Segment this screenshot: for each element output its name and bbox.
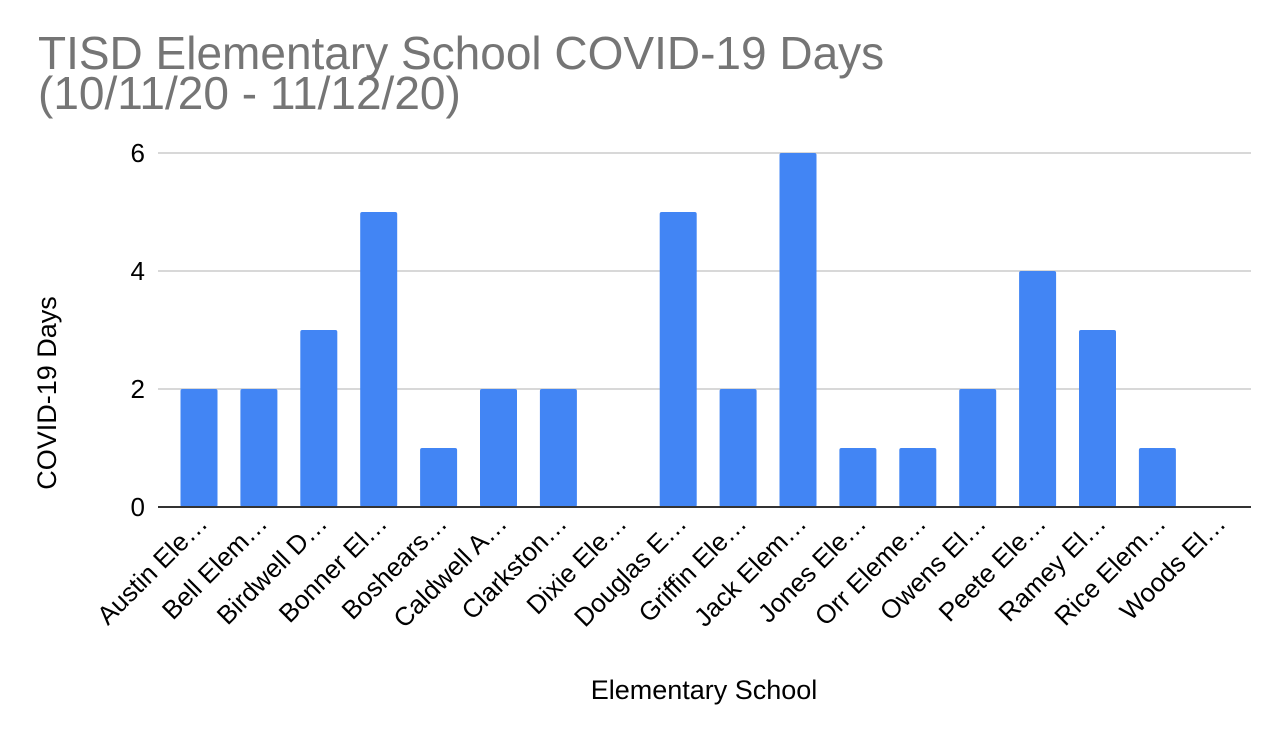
- bar-9: [719, 389, 757, 507]
- bar-12: [899, 448, 937, 507]
- bar-14: [1019, 271, 1057, 507]
- y-tick-label: 0: [131, 492, 145, 522]
- bar-2: [300, 330, 338, 507]
- bar-8: [659, 212, 697, 507]
- y-tick-label: 6: [131, 138, 145, 168]
- bar-4: [420, 448, 458, 507]
- bar-16: [1138, 448, 1176, 507]
- bar-3: [360, 212, 398, 507]
- y-tick-label: 4: [131, 256, 145, 286]
- y-tick-label: 2: [131, 374, 145, 404]
- bar-13: [959, 389, 997, 507]
- x-axis-title: Elementary School: [591, 675, 818, 705]
- x-axis-ticks: Austin Ele…Bell Elem…Birdwell D…Bonner E…: [91, 508, 1232, 633]
- bar-1: [240, 389, 278, 507]
- y-axis-ticks: 0 2 4 6: [131, 138, 145, 522]
- chart-title-line1: TISD Elementary School COVID-19 Days: [38, 27, 884, 79]
- bar-5: [480, 389, 517, 507]
- bar-6: [539, 389, 577, 507]
- bar-11: [839, 448, 877, 507]
- bar-15: [1079, 330, 1116, 507]
- bar-10: [779, 153, 817, 507]
- bar-0: [180, 389, 218, 507]
- bars: [180, 153, 1176, 507]
- chart-title-line2: (10/11/20 - 11/12/20): [38, 67, 461, 119]
- gridlines: [158, 152, 1251, 390]
- y-axis-title: COVID-19 Days: [32, 296, 62, 490]
